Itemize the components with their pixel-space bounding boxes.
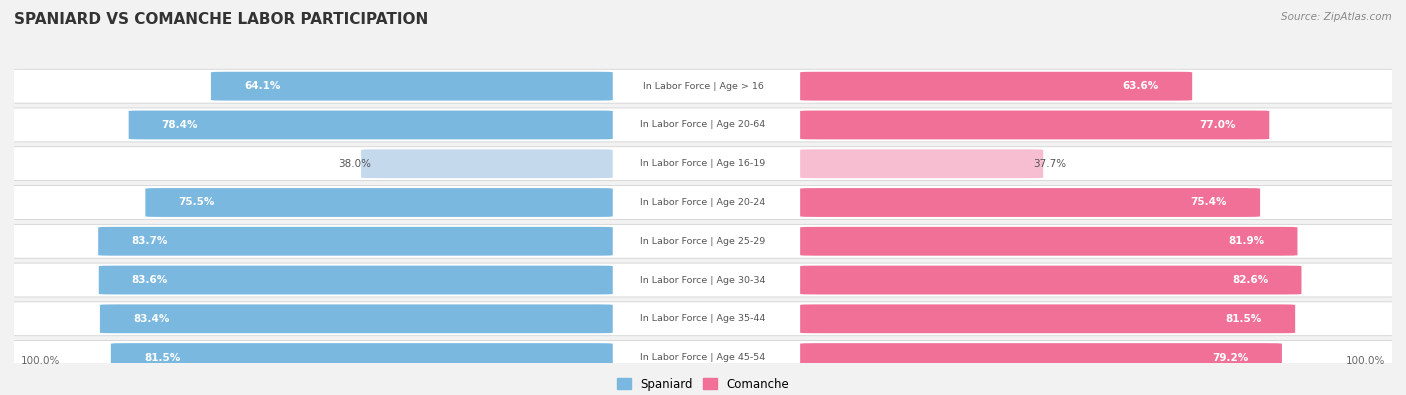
Text: 83.7%: 83.7% — [131, 236, 167, 246]
Text: 75.5%: 75.5% — [179, 198, 215, 207]
FancyBboxPatch shape — [129, 111, 613, 139]
FancyBboxPatch shape — [98, 227, 613, 256]
Text: 79.2%: 79.2% — [1212, 353, 1249, 363]
FancyBboxPatch shape — [4, 302, 1402, 336]
FancyBboxPatch shape — [111, 343, 613, 372]
Text: 37.7%: 37.7% — [1033, 159, 1067, 169]
Legend: Spaniard, Comanche: Spaniard, Comanche — [613, 373, 793, 395]
Text: In Labor Force | Age 25-29: In Labor Force | Age 25-29 — [640, 237, 766, 246]
Text: Source: ZipAtlas.com: Source: ZipAtlas.com — [1281, 12, 1392, 22]
FancyBboxPatch shape — [4, 340, 1402, 374]
Text: In Labor Force | Age 20-64: In Labor Force | Age 20-64 — [640, 120, 766, 130]
Text: In Labor Force | Age 35-44: In Labor Force | Age 35-44 — [640, 314, 766, 324]
Text: 78.4%: 78.4% — [162, 120, 198, 130]
FancyBboxPatch shape — [4, 147, 1402, 181]
Text: In Labor Force | Age 16-19: In Labor Force | Age 16-19 — [640, 159, 766, 168]
Text: 64.1%: 64.1% — [245, 81, 280, 91]
Text: 81.9%: 81.9% — [1229, 236, 1264, 246]
Text: SPANIARD VS COMANCHE LABOR PARTICIPATION: SPANIARD VS COMANCHE LABOR PARTICIPATION — [14, 12, 429, 27]
FancyBboxPatch shape — [4, 263, 1402, 297]
FancyBboxPatch shape — [800, 111, 1270, 139]
Text: In Labor Force | Age 45-54: In Labor Force | Age 45-54 — [640, 353, 766, 362]
FancyBboxPatch shape — [4, 186, 1402, 220]
Text: 83.6%: 83.6% — [132, 275, 169, 285]
FancyBboxPatch shape — [361, 149, 613, 178]
Text: 38.0%: 38.0% — [337, 159, 371, 169]
FancyBboxPatch shape — [211, 72, 613, 101]
Text: 77.0%: 77.0% — [1199, 120, 1236, 130]
FancyBboxPatch shape — [4, 108, 1402, 142]
Text: 82.6%: 82.6% — [1232, 275, 1268, 285]
Text: In Labor Force | Age > 16: In Labor Force | Age > 16 — [643, 82, 763, 91]
Text: 75.4%: 75.4% — [1191, 198, 1227, 207]
Text: 83.4%: 83.4% — [134, 314, 169, 324]
Text: 63.6%: 63.6% — [1123, 81, 1159, 91]
Text: 100.0%: 100.0% — [1346, 356, 1385, 366]
Text: In Labor Force | Age 20-24: In Labor Force | Age 20-24 — [640, 198, 766, 207]
FancyBboxPatch shape — [800, 72, 1192, 101]
FancyBboxPatch shape — [145, 188, 613, 217]
FancyBboxPatch shape — [800, 188, 1260, 217]
FancyBboxPatch shape — [800, 227, 1298, 256]
Text: 81.5%: 81.5% — [1226, 314, 1263, 324]
FancyBboxPatch shape — [800, 343, 1282, 372]
FancyBboxPatch shape — [4, 224, 1402, 258]
FancyBboxPatch shape — [4, 69, 1402, 103]
FancyBboxPatch shape — [800, 149, 1043, 178]
FancyBboxPatch shape — [800, 305, 1295, 333]
FancyBboxPatch shape — [98, 265, 613, 294]
Text: 100.0%: 100.0% — [21, 356, 60, 366]
Text: In Labor Force | Age 30-34: In Labor Force | Age 30-34 — [640, 276, 766, 284]
FancyBboxPatch shape — [100, 305, 613, 333]
FancyBboxPatch shape — [800, 265, 1302, 294]
Text: 81.5%: 81.5% — [143, 353, 180, 363]
